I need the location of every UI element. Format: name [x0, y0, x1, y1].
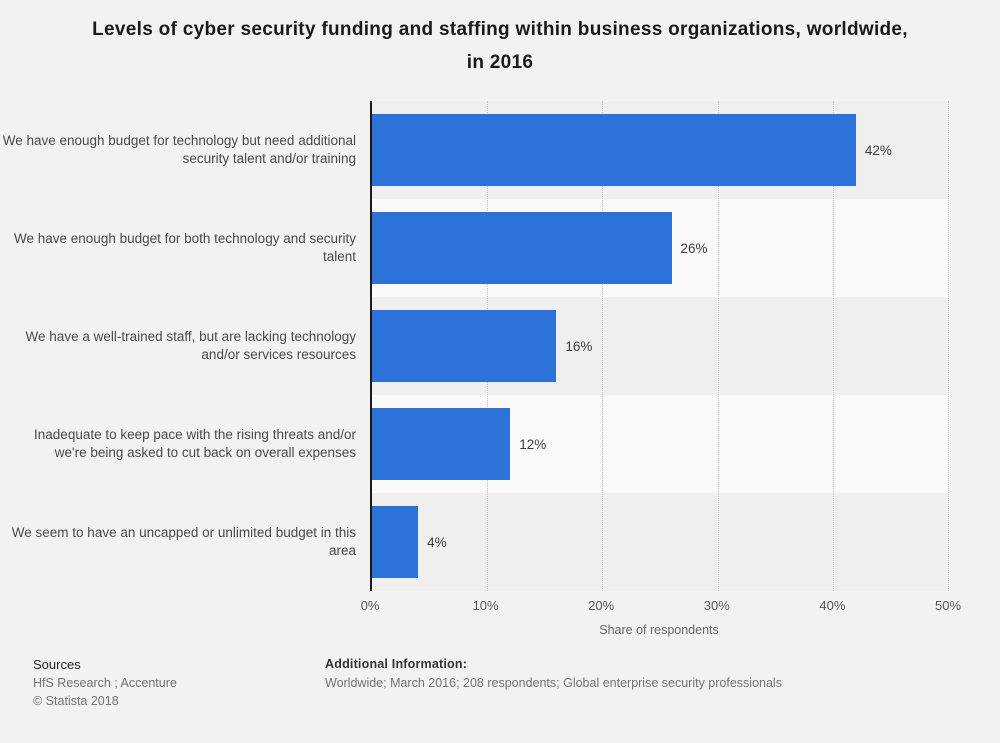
additional-info-block: Additional Information: Worldwide; March… [325, 657, 782, 711]
chart-row: We have a well-trained staff, but are la… [0, 297, 948, 396]
x-axis-label: Share of respondents [599, 623, 719, 638]
bar [372, 212, 672, 285]
x-tick: 30% [703, 598, 730, 614]
additional-info-heading: Additional Information: [325, 657, 468, 672]
chart-row: Inadequate to keep pace with the rising … [0, 395, 948, 494]
bar-track: 42% [370, 101, 948, 200]
value-label: 12% [519, 436, 547, 452]
x-axis-ticks: 0% 10% 20% 30% 40% 50% [361, 591, 961, 621]
bar-track: 4% [370, 493, 948, 592]
category-label: We have enough budget for both technolog… [14, 231, 356, 265]
bar [372, 114, 856, 187]
plot-area: We have enough budget for technology but… [0, 101, 1000, 592]
bar [372, 506, 419, 579]
x-axis: 0% 10% 20% 30% 40% 50% [0, 591, 961, 621]
x-tick: 50% [934, 598, 962, 614]
chart-row: We seem to have an uncapped or unlimited… [0, 493, 948, 592]
x-axis-label-row: Share of respondents [0, 621, 948, 637]
category-label: Inadequate to keep pace with the rising … [34, 427, 356, 461]
chart-row: We have enough budget for technology but… [0, 101, 948, 200]
x-tick: 40% [819, 598, 846, 614]
chart-title: Levels of cyber security funding and sta… [92, 19, 908, 73]
category-label: We seem to have an uncapped or unlimited… [11, 525, 356, 559]
category-label: We have enough budget for technology but… [2, 133, 356, 167]
value-label: 26% [680, 240, 708, 256]
bar [372, 408, 511, 481]
additional-info-text: Worldwide; March 2016; 208 respondents; … [325, 676, 782, 691]
sources-names: HfS Research ; Accenture [33, 676, 177, 691]
sources-block: Sources HfS Research ; Accenture © Stati… [33, 657, 325, 711]
chart-footer: Sources HfS Research ; Accenture © Stati… [0, 637, 1000, 711]
statista-copyright: © Statista 2018 [33, 693, 119, 708]
gridline [948, 101, 949, 592]
bar [372, 310, 557, 383]
sources-heading: Sources [33, 657, 81, 673]
value-label: 42% [864, 142, 892, 158]
x-tick: 0% [360, 598, 380, 614]
bar-track: 26% [370, 199, 948, 298]
category-label: We have a well-trained staff, but are la… [25, 329, 356, 363]
x-tick: 10% [472, 598, 499, 614]
bar-chart: We have enough budget for technology but… [0, 101, 1000, 637]
value-label: 16% [565, 338, 593, 354]
x-tick: 20% [588, 598, 615, 614]
chart-row: We have enough budget for both technolog… [0, 199, 948, 298]
bar-track: 16% [370, 297, 948, 396]
bar-track: 12% [370, 395, 948, 494]
value-label: 4% [427, 534, 447, 550]
